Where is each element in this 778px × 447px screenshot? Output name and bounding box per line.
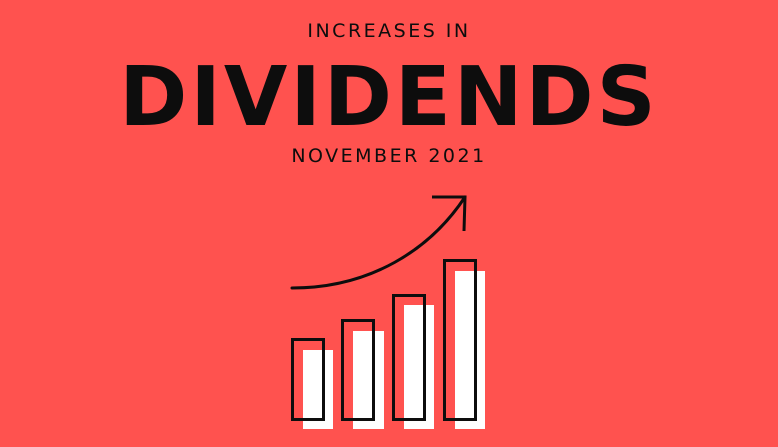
page-title: DIVIDENDS xyxy=(119,50,659,145)
arrow-up-right-icon xyxy=(290,195,467,290)
bar-fill-1 xyxy=(303,350,333,429)
arrow-head-icon xyxy=(432,195,467,232)
bar-fill-3 xyxy=(404,305,434,429)
kicker-text: INCREASES IN xyxy=(307,20,471,42)
bar-outline-2 xyxy=(341,319,375,421)
bar-outline-3 xyxy=(392,294,426,421)
date-text: NOVEMBER 2021 xyxy=(291,145,487,167)
bar-outline-4 xyxy=(443,259,477,421)
bar-fill-2 xyxy=(353,331,384,429)
bar-outline-1 xyxy=(291,338,325,421)
bar-fill-4 xyxy=(455,271,485,429)
